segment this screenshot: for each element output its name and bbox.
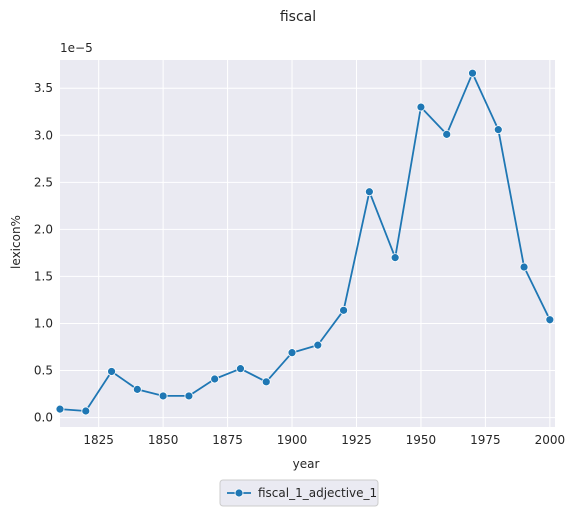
legend-entry-label: fiscal_1_adjective_1 (258, 486, 377, 500)
y-tick-label: 3.0 (34, 128, 53, 142)
y-scale-label: 1e−5 (60, 41, 93, 55)
data-point (545, 315, 555, 325)
data-point (468, 68, 477, 78)
legend-box (219, 479, 379, 507)
y-tick-label: 0.5 (34, 364, 53, 378)
data-point (390, 253, 400, 263)
data-point (493, 125, 503, 135)
x-axis-label: year (293, 457, 320, 471)
data-point (184, 391, 194, 401)
x-tick-label: 1925 (341, 433, 372, 447)
y-tick-label: 1.0 (34, 316, 53, 330)
data-point (158, 391, 168, 401)
data-point (442, 129, 452, 139)
x-tick-label: 1975 (470, 433, 501, 447)
data-series (55, 68, 555, 416)
data-point (416, 102, 426, 112)
y-tick-label: 0.0 (34, 411, 53, 425)
data-point (236, 364, 245, 374)
x-tick-label: 1825 (83, 433, 114, 447)
data-point (339, 305, 348, 315)
data-point (261, 377, 271, 387)
legend: fiscal_1_adjective_1 (219, 479, 379, 507)
data-point (55, 404, 65, 414)
grid-lines (60, 60, 555, 427)
x-tick-label: 1950 (406, 433, 437, 447)
data-point (519, 262, 529, 272)
data-point (81, 406, 91, 416)
y-tick-label: 3.5 (34, 81, 53, 95)
data-point (287, 348, 297, 358)
data-point (132, 384, 142, 394)
y-tick-label: 1.5 (34, 269, 53, 283)
y-tick-label: 2.0 (34, 222, 53, 236)
data-point (210, 374, 220, 384)
legend-marker-swatch (234, 488, 244, 498)
y-tick-label: 2.5 (34, 175, 53, 189)
x-tick-label: 1850 (148, 433, 179, 447)
x-tick-label: 1875 (212, 433, 243, 447)
chart-title: fiscal (280, 9, 316, 25)
data-point (313, 340, 323, 350)
tick-labels: 1825 1850 1875 1900 1925 1950 1975 2000 0.0 0.5 1.… (34, 81, 565, 447)
y-axis-label: lexicon% (9, 215, 23, 269)
data-point (107, 367, 116, 376)
series-line (59, 72, 551, 412)
x-tick-label: 2000 (535, 433, 566, 447)
data-point (364, 187, 374, 197)
plot-area (60, 60, 555, 427)
x-tick-label: 1900 (277, 433, 308, 447)
